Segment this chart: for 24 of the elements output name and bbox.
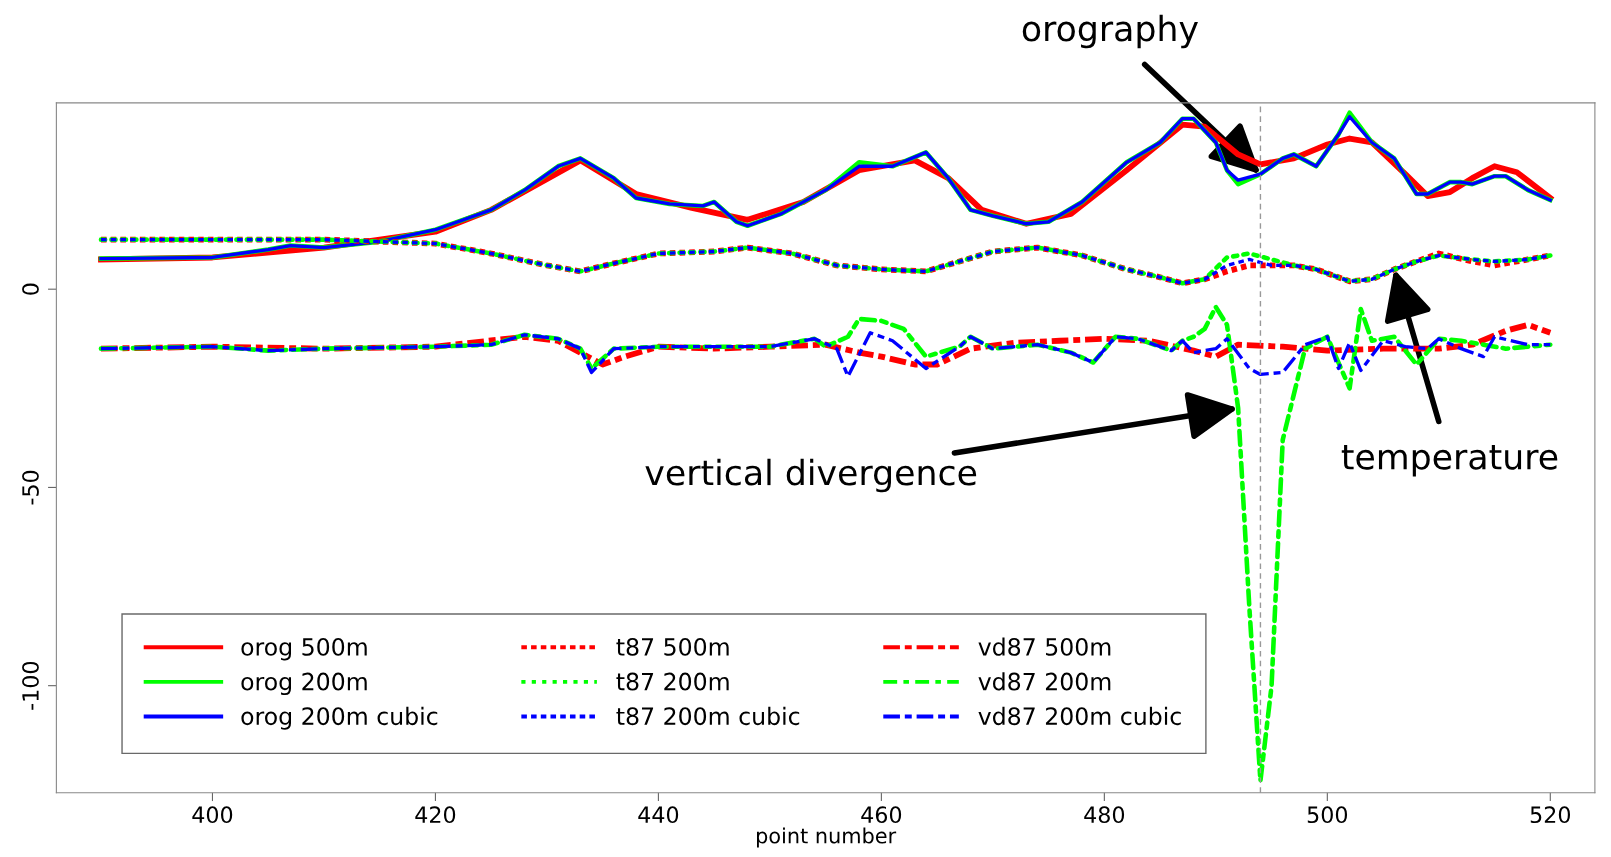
legend-label: orog 200m [241,672,367,696]
legend-label: orog 500m [241,637,367,661]
x-tick-label: 400 [192,806,233,824]
y-tick-label: -50 [22,470,39,505]
legend-label: t87 200m [616,672,729,691]
legend-label: t87 200m cubic [616,706,800,726]
annotation: orography [1022,14,1198,49]
x-tick-label: 500 [1307,806,1348,824]
y-tick-label: -100 [22,661,39,710]
line-series [99,331,1552,379]
annotation: vertical divergence [645,458,977,493]
legend-label: t87 500m [616,637,729,656]
y-tick-label: 0 [22,283,39,295]
x-tick-label: 420 [415,806,456,824]
x-tick-label: 480 [1084,806,1125,824]
x-tick-label: 460 [861,806,902,824]
legend-label: vd87 200m cubic [978,706,1181,726]
x-tick-label: 520 [1530,806,1571,824]
legend-label: orog 200m cubic [241,706,438,730]
legend-label: vd87 200m [978,672,1111,691]
x-tick-label: 440 [638,806,679,824]
annotation: temperature [1341,444,1558,477]
x-axis-title: point number [757,827,897,848]
legend-label: vd87 500m [978,637,1111,656]
